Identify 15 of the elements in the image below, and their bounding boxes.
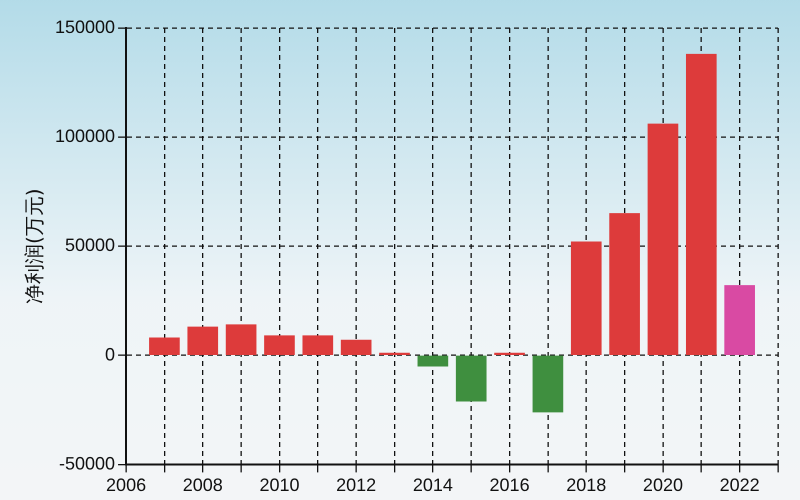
x-tick-label: 2010	[259, 475, 300, 496]
y-axis-title: 净利润(万元)	[22, 188, 46, 304]
y-tick-label: 150000	[54, 16, 116, 37]
x-tick-label: 2014	[412, 475, 453, 496]
y-tick-label: 100000	[54, 126, 116, 146]
x-tick-label: 2018	[566, 475, 606, 496]
x-tick-label: 2020	[642, 475, 683, 496]
y-tick-label: -50000	[59, 453, 116, 474]
y-tick-label: 0	[105, 344, 116, 364]
x-tick-label: 2006	[106, 475, 146, 496]
x-tick-label: 2008	[182, 475, 223, 496]
y-tick-label: 50000	[65, 235, 116, 256]
x-tick-label: 2022	[720, 475, 760, 496]
x-tick-label: 2012	[336, 475, 376, 496]
x-tick-label: 2016	[490, 475, 530, 496]
